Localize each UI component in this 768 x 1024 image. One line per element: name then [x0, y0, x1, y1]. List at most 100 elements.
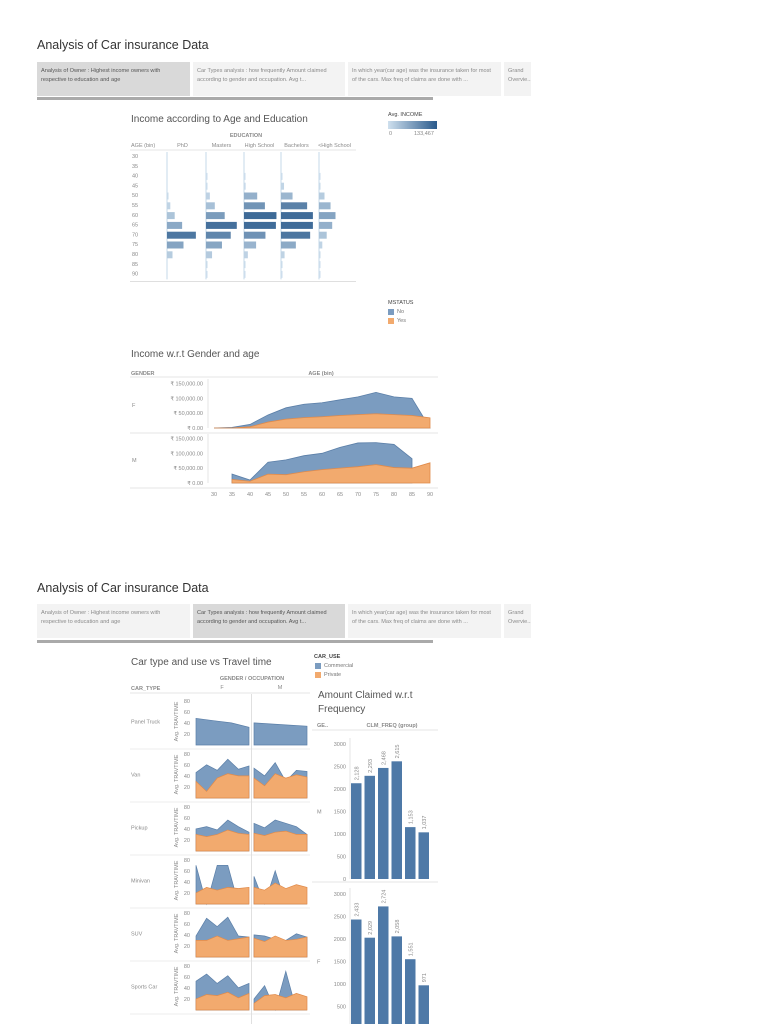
- y-axis-title-pickup: Avg. TRAVTIME: [174, 807, 180, 847]
- y-tick-van-20: 20: [184, 785, 190, 791]
- y-tick-suv-60: 60: [184, 922, 190, 928]
- column-label-M: M: [278, 685, 283, 691]
- bar-high-school-45: [319, 182, 321, 190]
- story-tab-owner-analysis[interactable]: Analysis of Owner : Highest income owner…: [37, 604, 190, 638]
- x-tick-45: 45: [265, 492, 271, 498]
- bar-masters-75: [206, 241, 222, 249]
- claim-bar-F-3: [391, 936, 402, 1024]
- claim-value-M-0: 2,128: [354, 766, 360, 780]
- claim-bar-M-2: [378, 767, 389, 879]
- car-type-travel-chart: GENDER / OCCUPATION F M CAR_TYPE Panel Truck…: [130, 676, 310, 1024]
- x-tick-80: 80: [391, 492, 397, 498]
- story-tab-grand-overview[interactable]: Grand Overvie...: [504, 62, 531, 96]
- row-header: GE..: [317, 723, 328, 729]
- y-tick-M-1000: 1000: [334, 832, 346, 838]
- column-label-high-school: <High School: [318, 143, 351, 149]
- story-tab-owner-analysis[interactable]: Analysis of Owner : Highest income owner…: [37, 62, 190, 96]
- income-legend-max: 133,467: [414, 131, 434, 137]
- row-header: CAR_TYPE: [131, 686, 161, 692]
- bar-high-school-75: [244, 241, 257, 249]
- bar-masters-60: [206, 212, 225, 220]
- mstatus-label-no: No: [397, 309, 405, 315]
- mstatus-swatch-no: [388, 309, 394, 315]
- bar-masters-55: [206, 202, 215, 210]
- story-title: Analysis of Car insurance Data: [37, 38, 209, 52]
- age-label-85: 85: [132, 262, 138, 268]
- claim-bar-F-2: [378, 906, 389, 1024]
- bar-bachelors-90: [281, 270, 283, 278]
- bar-masters-45: [206, 182, 208, 190]
- y-tick-F-500: 500: [337, 1005, 346, 1011]
- y-tick-M-0: 0: [343, 877, 346, 883]
- area-panel-truck-M-commercial: [253, 722, 308, 746]
- area-pickup-F-private: [195, 829, 250, 852]
- gender-label-M: M: [132, 458, 137, 464]
- bar-high-school-50: [244, 192, 258, 200]
- area-pickup-M-private: [253, 830, 308, 852]
- car-use-swatch-commercial: [315, 663, 321, 669]
- y-tick-M-0: ₹ 0.00: [187, 480, 203, 487]
- y-tick-minivan-20: 20: [184, 891, 190, 897]
- y-tick-suv-20: 20: [184, 944, 190, 950]
- column-label-phd: PhD: [177, 143, 188, 149]
- story-tabbar: Analysis of Owner : Highest income owner…: [37, 62, 531, 96]
- bar-masters-80: [206, 251, 213, 259]
- area-van-F-private: [195, 773, 250, 799]
- area-suv-F-private: [195, 935, 250, 958]
- car-use-legend-title: CAR_USE: [314, 654, 341, 660]
- age-label-30: 30: [132, 154, 138, 160]
- story-tab-car-age[interactable]: In which year(car age) was the insurance…: [348, 62, 501, 96]
- y-tick-F-100000: ₹ 100,000.00: [170, 395, 203, 402]
- story-tab-car-types[interactable]: Car Types analysis : how frequently Amou…: [193, 604, 345, 638]
- area-M-yes: [231, 462, 431, 484]
- story-tab-grand-overview[interactable]: Grand Overvie...: [504, 604, 531, 638]
- income-legend-title: Avg. INCOME: [388, 112, 423, 118]
- bar-bachelors-80: [281, 251, 285, 259]
- bar-phd-75: [167, 241, 184, 249]
- y-axis-title-panel-truck: Avg. TRAVTIME: [174, 701, 180, 741]
- y-tick-F-1000: 1000: [334, 982, 346, 988]
- story-tab-car-types[interactable]: Car Types analysis : how frequently Amou…: [193, 62, 345, 96]
- age-label-75: 75: [132, 242, 138, 248]
- income-legend-min: 0: [389, 131, 393, 137]
- y-tick-M-1500: 1500: [334, 810, 346, 816]
- bar-high-school-60: [319, 212, 336, 220]
- bar-high-school-70: [244, 231, 266, 239]
- y-axis-title-suv: Avg. TRAVTIME: [174, 913, 180, 953]
- bar-bachelors-55: [281, 202, 308, 210]
- y-tick-minivan-60: 60: [184, 869, 190, 875]
- y-tick-F-3000: 3000: [334, 892, 346, 898]
- claim-bar-F-1: [364, 937, 375, 1024]
- claim-bar-M-1: [364, 775, 375, 879]
- bar-masters-50: [206, 192, 210, 200]
- area-minivan-F-private: [195, 887, 250, 905]
- age-label-45: 45: [132, 183, 138, 189]
- column-header: EDUCATION: [230, 133, 262, 139]
- gender-label-F: F: [317, 960, 321, 966]
- y-tick-F-1500: 1500: [334, 960, 346, 966]
- y-tick-M-500: 500: [337, 855, 346, 861]
- claim-value-M-3: 2,615: [395, 745, 401, 759]
- car-use-swatch-private: [315, 672, 321, 678]
- area-panel-truck-F-commercial: [195, 718, 250, 746]
- income-color-ramp: [388, 121, 437, 129]
- bar-high-school-75: [319, 241, 323, 249]
- bar-masters-85: [206, 261, 208, 269]
- x-tick-90: 90: [427, 492, 433, 498]
- story-tab-car-age[interactable]: In which year(car age) was the insurance…: [348, 604, 501, 638]
- bar-phd-80: [167, 251, 173, 259]
- y-tick-sports-car-80: 80: [184, 964, 190, 970]
- story-tabbar-2: Analysis of Owner : Highest income owner…: [37, 604, 531, 638]
- bar-bachelors-60: [281, 212, 313, 220]
- bar-high-school-80: [244, 251, 248, 259]
- bar-high-school-40: [319, 172, 321, 180]
- x-axis-title: AGE (bin): [308, 371, 334, 377]
- claim-bar-F-4: [405, 959, 416, 1024]
- column-label-masters: Masters: [212, 143, 232, 149]
- bar-bachelors-65: [281, 221, 313, 229]
- x-tick-30: 30: [211, 492, 217, 498]
- y-tick-sports-car-60: 60: [184, 975, 190, 981]
- bar-high-school-85: [319, 261, 321, 269]
- y-tick-M-150000: ₹ 150,000.00: [170, 435, 203, 442]
- y-tick-M-2500: 2500: [334, 765, 346, 771]
